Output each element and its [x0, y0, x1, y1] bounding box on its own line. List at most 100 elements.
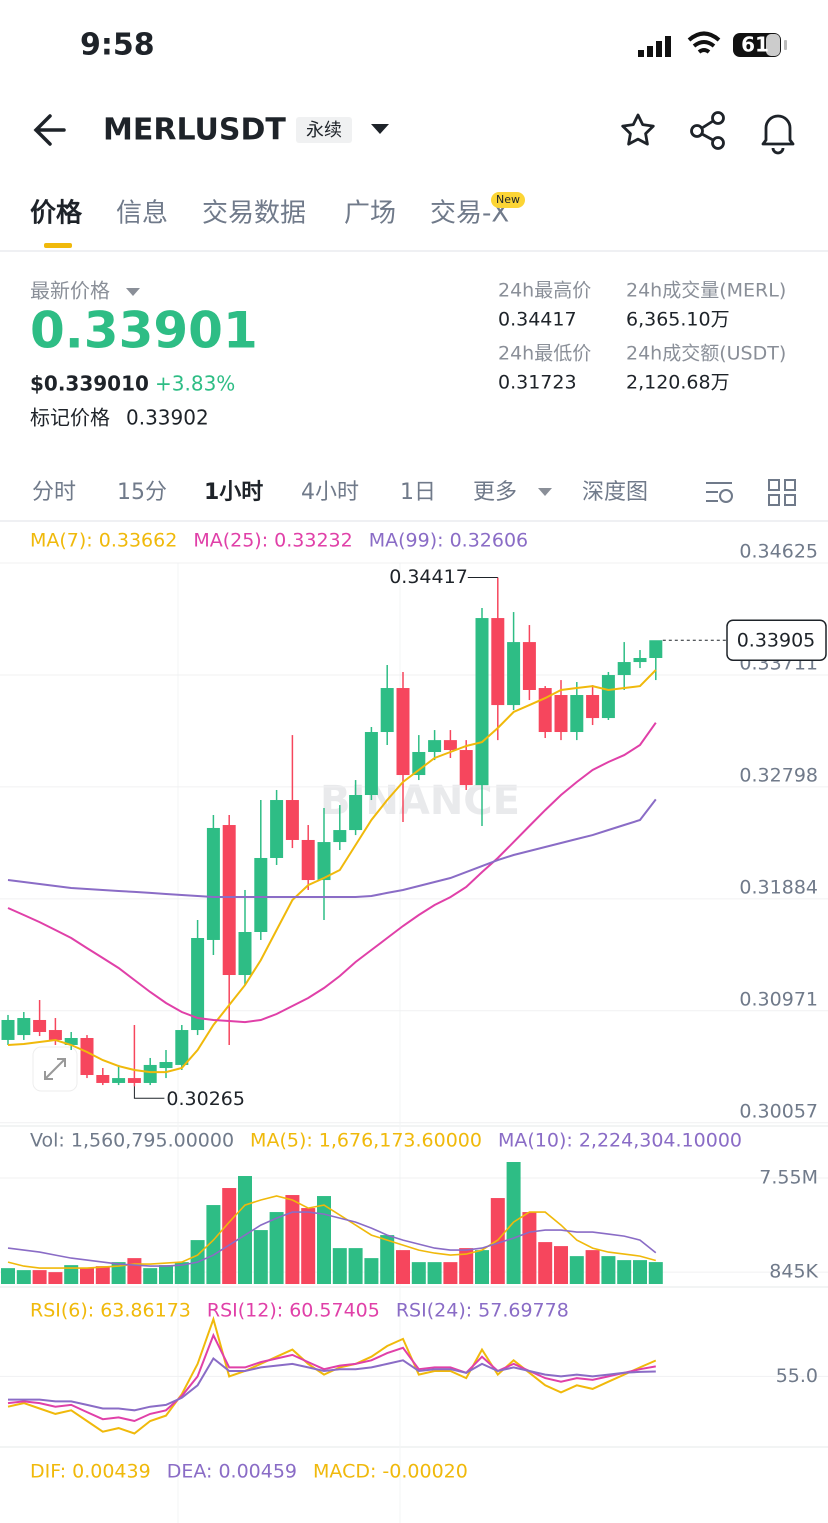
volume-bar: [111, 1262, 126, 1284]
share-button[interactable]: [690, 111, 725, 150]
candle-body: [443, 740, 457, 751]
interval[interactable]: 1日: [400, 480, 436, 505]
volume-bar: [459, 1248, 474, 1284]
volume-bar: [554, 1246, 568, 1284]
tab[interactable]: 广场: [344, 199, 396, 229]
candle-body: [459, 750, 473, 786]
legend-entry: MA(10): 2,224,304.10000: [498, 1130, 742, 1152]
volume-bar: [253, 1230, 268, 1284]
candle-body: [1, 1019, 15, 1040]
candle-body: [617, 662, 631, 676]
tab[interactable]: 价格: [30, 198, 83, 229]
low-leader: [133, 1086, 165, 1099]
mark-price-label: 标记价格: [30, 406, 110, 430]
legend-entry: RSI(24): 57.69778: [396, 1300, 569, 1322]
volume-bar: [475, 1250, 489, 1284]
volume-bar: [443, 1262, 458, 1284]
y-tick-label: 7.55M: [759, 1167, 818, 1189]
candle-body: [396, 688, 410, 776]
volume-bar: [522, 1212, 537, 1284]
favorite-button[interactable]: [621, 113, 655, 146]
volume-bar: [301, 1208, 316, 1284]
legend-entry: MA(5): 1,676,173.60000: [250, 1130, 482, 1152]
more-dropdown[interactable]: [538, 488, 552, 496]
volume-bar: [317, 1196, 331, 1284]
alert-button[interactable]: [761, 114, 795, 155]
back-button[interactable]: [33, 114, 66, 146]
symbol-dropdown[interactable]: [371, 124, 389, 134]
legend-entry: Vol: 1,560,795.00000: [30, 1130, 234, 1152]
interval[interactable]: 4小时: [301, 480, 359, 505]
symbol: MERLUSDT: [103, 113, 286, 148]
legend-entry: MA(99): 0.32606: [369, 530, 528, 552]
candle-body: [601, 675, 615, 719]
stat-value: 0.31723: [498, 372, 577, 394]
volume-bar: [32, 1270, 47, 1284]
contract-badge: 永续: [306, 120, 342, 141]
candle-body: [301, 839, 315, 881]
interval[interactable]: 15分: [117, 480, 167, 505]
expand-button[interactable]: [32, 1046, 78, 1092]
legend-entry: DEA: 0.00459: [167, 1461, 297, 1483]
candle-body: [538, 688, 552, 733]
legend-entry: RSI(12): 60.57405: [207, 1300, 380, 1322]
ma-line: [7, 669, 657, 1074]
new-badge-bg: [491, 192, 525, 208]
candle-body: [17, 1018, 31, 1036]
candle-body: [633, 658, 647, 663]
ma-line: [7, 1211, 657, 1267]
battery-tip: [784, 40, 787, 50]
volume-bar: [364, 1258, 379, 1284]
stat-label: 24h最低价: [498, 343, 591, 365]
candle-body: [349, 795, 363, 831]
legend-entry: DIF: 0.00439: [30, 1461, 151, 1483]
new-badge: New: [496, 193, 520, 206]
candle-body: [333, 830, 347, 843]
candle-body: [285, 800, 299, 840]
candle-body: [206, 827, 220, 940]
candle-body: [570, 695, 584, 733]
volume-bar: [95, 1266, 110, 1284]
tab[interactable]: 交易数据: [202, 199, 306, 229]
volume-bar: [269, 1212, 284, 1284]
candle-body: [317, 842, 331, 881]
last-price-box: [726, 619, 827, 661]
volume-bar: [174, 1262, 189, 1284]
candle-body: [127, 1078, 141, 1083]
candle-body: [112, 1078, 126, 1083]
y-tick-label: 0.31884: [739, 876, 818, 898]
tab[interactable]: 信息: [116, 199, 168, 229]
interval[interactable]: 1小时: [204, 480, 263, 505]
y-tick-label: 0.32798: [739, 764, 818, 786]
volume-bar: [80, 1268, 94, 1284]
volume-bar: [285, 1195, 300, 1284]
ma-line: [7, 722, 657, 1024]
volume-bar: [601, 1256, 616, 1284]
volume-bar: [238, 1176, 252, 1284]
stat-value: 2,120.68万: [626, 372, 730, 394]
legend-entry: MA(7): 0.33662: [30, 530, 177, 552]
volume-bar: [48, 1272, 63, 1284]
stat-label: 24h成交额(USDT): [626, 343, 786, 365]
volume-bar: [569, 1256, 584, 1284]
tab-indicator: [44, 243, 72, 248]
interval[interactable]: 分时: [32, 480, 76, 505]
interval[interactable]: 深度图: [582, 480, 648, 505]
y-tick-label: 0.30057: [739, 1100, 818, 1122]
indicator-settings[interactable]: [706, 482, 733, 503]
candle-body: [48, 1030, 62, 1040]
candle-body: [254, 857, 268, 933]
badge-bg: [296, 117, 352, 143]
ma-line: [7, 1332, 656, 1423]
stat-value: 0.34417: [498, 309, 577, 331]
volume-bar: [332, 1248, 347, 1284]
last-price-label: 0.33905: [737, 630, 816, 652]
candle-body: [522, 642, 536, 690]
candle-body: [649, 640, 663, 659]
layout-button[interactable]: [768, 479, 796, 506]
last-price-label: 最新价格: [30, 279, 110, 303]
volume-bar: [206, 1205, 221, 1284]
interval[interactable]: 更多: [473, 480, 517, 505]
price-dropdown[interactable]: [126, 288, 140, 296]
